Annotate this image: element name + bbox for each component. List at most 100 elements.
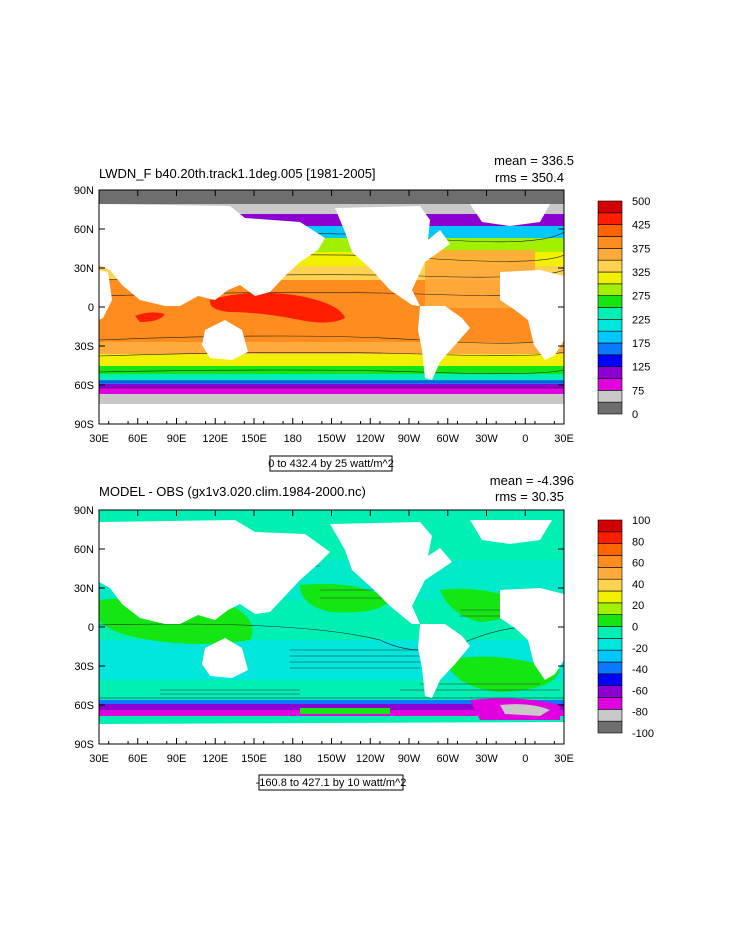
colorbar-swatch xyxy=(597,366,623,379)
panel-1-subtitle: 0 to 432.4 by 25 watt/m^2 xyxy=(268,458,394,470)
colorbar-swatch xyxy=(597,342,623,356)
lon-label: 180 xyxy=(284,753,302,765)
panel-1-axes: 90N 60N 30N 0 30S 60S 90S 30E 60E 90E 120E 150E 180 1… xyxy=(74,185,574,445)
colorbar-label: -40 xyxy=(632,664,648,676)
colorbar-label: -60 xyxy=(632,685,648,697)
colorbar-swatch xyxy=(597,271,623,285)
lon-label: 30E xyxy=(89,753,109,765)
colorbar-swatch xyxy=(597,543,623,556)
colorbar-label: 125 xyxy=(632,362,650,374)
colorbar-label: 375 xyxy=(632,243,650,255)
colorbar-swatch xyxy=(597,614,623,627)
colorbar-label: -100 xyxy=(632,728,654,740)
lon-label: 60E xyxy=(128,433,148,445)
panel-2-rms: rms = 30.35 xyxy=(495,489,564,504)
lat-label: 60S xyxy=(74,700,94,712)
lon-label: 30E xyxy=(554,753,574,765)
panel-2-title: MODEL - OBS (gx1v3.020.clim.1984-2000.nc… xyxy=(99,484,366,499)
lon-label: 60W xyxy=(436,433,459,445)
colorbar-label: 60 xyxy=(632,558,644,570)
colorbar-label: 100 xyxy=(632,515,650,527)
lon-label: 0 xyxy=(522,433,528,445)
panel-1-rms: rms = 350.4 xyxy=(495,170,564,185)
panel-1-mean: mean = 336.5 xyxy=(494,153,574,168)
colorbar-label: 325 xyxy=(632,267,650,279)
lon-label: 150E xyxy=(241,433,267,445)
lon-label: 120E xyxy=(202,433,228,445)
panel-2-subtitle: -160.8 to 427.1 by 10 watt/m^2 xyxy=(256,777,407,789)
colorbar-swatch xyxy=(597,720,623,734)
colorbar-label: 175 xyxy=(632,338,650,350)
lat-label: 0 xyxy=(88,302,94,314)
colorbar-label: 500 xyxy=(632,196,650,208)
lat-label: 60N xyxy=(74,224,94,236)
panel-2-colorbar: -100 -80 -60 -40 -20 0 20 40 60 80 100 xyxy=(597,515,654,740)
colorbar-label: 40 xyxy=(632,579,644,591)
colorbar-swatch xyxy=(597,378,623,391)
lon-label: 150W xyxy=(317,433,346,445)
colorbar-swatch xyxy=(597,567,623,580)
lat-label: 90S xyxy=(74,419,94,431)
colorbar-swatch xyxy=(597,602,623,615)
panel-2-mean: mean = -4.396 xyxy=(490,473,574,488)
colorbar-swatch xyxy=(597,673,623,686)
lat-label: 60N xyxy=(74,544,94,556)
colorbar-swatch xyxy=(597,295,623,308)
panel-2-subtitle-box xyxy=(258,774,404,791)
colorbar-swatch xyxy=(597,685,623,698)
colorbar-swatch xyxy=(597,661,623,675)
lat-label: 90S xyxy=(74,739,94,751)
lon-label: 120E xyxy=(202,753,228,765)
colorbar-label: 225 xyxy=(632,314,650,326)
colorbar-swatch xyxy=(597,224,623,237)
panel-2-map xyxy=(99,510,564,744)
lon-label: 30E xyxy=(89,433,109,445)
panel-1-colorbar: 0 75 125 175 225 275 325 375 425 500 xyxy=(597,196,650,421)
colorbar-label: 80 xyxy=(632,536,644,548)
colorbar-label: 275 xyxy=(632,291,650,303)
lon-label: 120W xyxy=(356,433,385,445)
colorbar-swatch xyxy=(597,590,623,604)
lon-label: 60W xyxy=(436,753,459,765)
panel-1-subtitle-box xyxy=(269,455,393,472)
colorbar-label: 20 xyxy=(632,600,644,612)
lat-label: 90N xyxy=(74,185,94,197)
lon-label: 90W xyxy=(398,433,421,445)
colorbar-label: 75 xyxy=(632,385,644,397)
lat-label: 30N xyxy=(74,263,94,275)
panel-1: LWDN_F b40.20th.track1.1deg.005 [1981-20… xyxy=(74,153,650,472)
colorbar-swatch xyxy=(597,236,623,249)
colorbar-swatch xyxy=(597,259,623,273)
lon-label: 180 xyxy=(284,433,302,445)
colorbar-swatch xyxy=(597,649,623,663)
colorbar-swatch xyxy=(597,319,623,332)
colorbar-swatch xyxy=(597,519,623,533)
colorbar-swatch xyxy=(597,578,623,592)
lon-label: 30W xyxy=(475,433,498,445)
colorbar-swatch xyxy=(597,248,623,261)
colorbar-swatch xyxy=(597,626,623,639)
colorbar-label: 0 xyxy=(632,622,638,634)
lat-label: 30S xyxy=(74,661,94,673)
colorbar-swatch xyxy=(597,283,623,296)
colorbar-swatch xyxy=(597,200,623,214)
panel-2-axes: 90N 60N 30N 0 30S 60S 90S 30E 60E 90E 120E 150E 180 1… xyxy=(74,505,574,765)
panel-2: MODEL - OBS (gx1v3.020.clim.1984-2000.nc… xyxy=(74,473,654,791)
lon-label: 120W xyxy=(356,753,385,765)
colorbar-swatch xyxy=(597,212,623,225)
lat-label: 0 xyxy=(88,622,94,634)
colorbar-swatch xyxy=(597,390,623,403)
colorbar-label: -20 xyxy=(632,643,648,655)
colorbar-swatch xyxy=(597,307,623,320)
lat-label: 30S xyxy=(74,341,94,353)
lon-label: 30E xyxy=(554,433,574,445)
colorbar-swatch xyxy=(597,638,623,651)
lon-label: 150W xyxy=(317,753,346,765)
lon-label: 30W xyxy=(475,753,498,765)
lon-label: 90E xyxy=(167,433,187,445)
colorbar-label: -80 xyxy=(632,707,648,719)
colorbar-swatch xyxy=(597,697,623,710)
colorbar-swatch xyxy=(597,531,623,544)
lon-label: 60E xyxy=(128,753,148,765)
